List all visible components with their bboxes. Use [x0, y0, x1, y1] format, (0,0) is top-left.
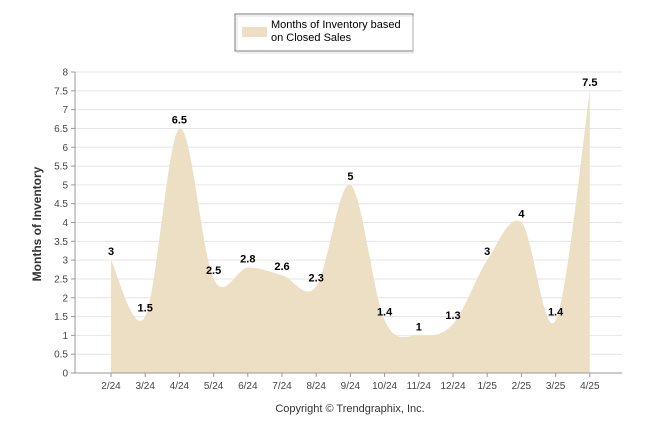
legend-swatch: [242, 27, 267, 37]
y-tick-label: 5: [62, 180, 68, 191]
data-label: 2.3: [309, 272, 324, 284]
y-tick-label: 4.5: [54, 199, 68, 210]
data-label: 1.4: [548, 306, 564, 318]
x-tick-label: 11/24: [407, 381, 432, 392]
legend-label-line-1: Months of Inventory based: [271, 19, 401, 31]
y-tick-label: 3: [62, 256, 68, 267]
y-tick-label: 3.5: [54, 237, 68, 248]
data-label: 2.5: [206, 265, 221, 277]
y-tick-label: 8: [62, 68, 68, 79]
data-label: 3: [484, 246, 490, 258]
x-tick-label: 6/24: [238, 381, 258, 392]
data-label: 2.6: [274, 261, 289, 273]
y-tick-label: 6: [62, 143, 68, 154]
x-tick-label: 8/24: [306, 381, 326, 392]
area-fill: [111, 90, 590, 373]
x-tick-label: 4/24: [170, 381, 190, 392]
data-label: 1: [416, 321, 422, 333]
data-label: 1.4: [377, 306, 393, 318]
copyright-footer: Copyright © Trendgraphix, Inc.: [275, 403, 424, 415]
legend-label-line-2: on Closed Sales: [271, 32, 352, 44]
data-label: 2.8: [240, 254, 255, 266]
data-label: 4: [518, 209, 525, 221]
y-tick-label: 7: [62, 105, 68, 116]
y-tick-label: 6.5: [54, 124, 68, 135]
data-label: 7.5: [582, 77, 597, 89]
x-tick-label: 2/25: [512, 381, 532, 392]
y-tick-label: 7.5: [54, 86, 68, 97]
y-tick-label: 5.5: [54, 162, 68, 173]
x-tick-label: 3/24: [135, 381, 155, 392]
x-tick-label: 9/24: [341, 381, 361, 392]
x-tick-labels: 2/24 3/24 4/24 5/24 6/24 7/24 8/24 9/24 10/24 11/…: [101, 373, 600, 392]
legend-shadow: [236, 15, 414, 54]
data-label: 1.3: [445, 310, 460, 322]
data-label: 6.5: [172, 114, 187, 126]
y-tick-label: 0: [62, 369, 68, 380]
y-tick-label: 4: [62, 218, 68, 229]
x-tick-label: 12/24: [440, 381, 465, 392]
x-tick-label: 5/24: [204, 381, 224, 392]
y-tick-label: 2: [62, 293, 68, 304]
x-tick-label: 10/24: [372, 381, 397, 392]
x-tick-label: 3/25: [546, 381, 566, 392]
x-tick-label: 2/24: [101, 381, 121, 392]
y-axis-title: Months of Inventory: [30, 166, 44, 281]
area-series: [111, 90, 590, 373]
y-tick-label: 0.5: [54, 350, 68, 361]
data-label: 3: [108, 246, 114, 258]
data-label: 1.5: [138, 303, 153, 315]
x-tick-label: 7/24: [272, 381, 292, 392]
data-label: 5: [347, 171, 353, 183]
y-tick-label: 2.5: [54, 274, 68, 285]
y-tick-label: 1.5: [54, 312, 68, 323]
x-tick-label: 4/25: [580, 381, 600, 392]
legend[interactable]: Months of Inventory based on Closed Sale…: [234, 13, 414, 54]
data-labels: 3 1.5 6.5 2.5 2.8 2.6 2.3 5 1.4 1 1.3 3 4 1.4 7.5: [108, 77, 598, 334]
x-tick-label: 1/25: [477, 381, 497, 392]
y-tick-label: 1: [62, 331, 68, 342]
y-tick-labels: 0 0.5 1 1.5 2 2.5 3 3.5 4 4.5 5 5.5 6 6.5 7 7.5 8: [54, 68, 75, 380]
